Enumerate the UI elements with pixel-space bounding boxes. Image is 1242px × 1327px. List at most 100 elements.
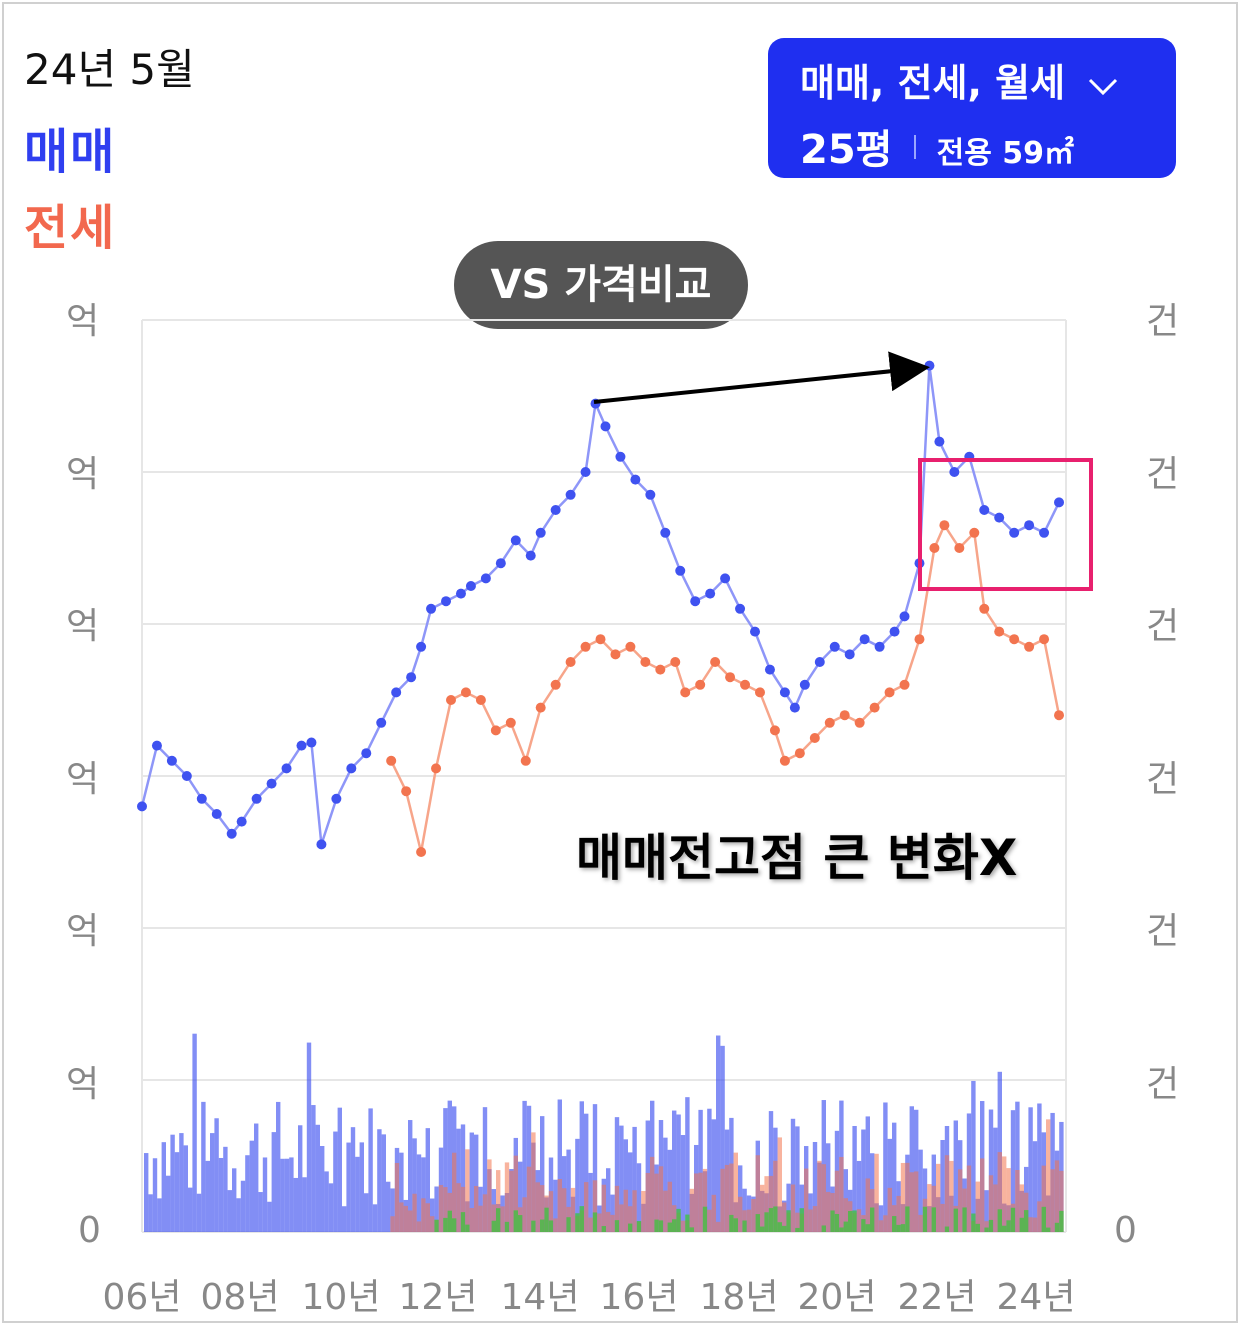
volume-bar-sale: [861, 1129, 866, 1232]
volume-bar-jeonse: [949, 1160, 954, 1232]
volume-bar-monthly: [434, 1219, 439, 1232]
volume-bar-sale: [210, 1133, 215, 1232]
volume-bar-jeonse: [672, 1205, 677, 1232]
price-point-jeonse: [725, 672, 736, 683]
price-point-sale: [316, 839, 327, 850]
price-point-sale: [814, 657, 825, 667]
price-point-sale: [889, 626, 900, 637]
volume-bar-jeonse: [773, 1160, 778, 1232]
volume-bar-sale: [557, 1099, 562, 1232]
volume-bar-jeonse: [966, 1165, 972, 1232]
peak-arrow: [593, 351, 930, 404]
volume-bar-jeonse: [553, 1218, 558, 1232]
volume-bar-monthly: [702, 1206, 708, 1232]
volume-bar-sale: [412, 1138, 417, 1232]
price-point-sale: [306, 737, 317, 748]
price-compare-button[interactable]: VS 가격비교: [454, 241, 748, 329]
volume-bar-jeonse: [720, 1168, 725, 1232]
deal-type-size-selector[interactable]: 매매, 전세, 월세 25평 전용 59㎡: [768, 38, 1176, 178]
volume-bar-jeonse: [1032, 1217, 1038, 1232]
volume-bar-jeonse: [632, 1190, 637, 1232]
volume-bar-sale: [421, 1157, 426, 1232]
volume-bar-jeonse: [887, 1187, 892, 1232]
price-point-jeonse: [839, 710, 850, 721]
price-point-sale: [660, 527, 671, 538]
volume-bar-jeonse: [689, 1188, 694, 1232]
volume-bar-monthly: [672, 1219, 677, 1232]
volume-bar-jeonse: [1028, 1217, 1033, 1232]
volume-bar-sale: [443, 1108, 448, 1232]
volume-bar-jeonse: [993, 1184, 998, 1232]
price-point-jeonse: [695, 679, 706, 690]
volume-bar-jeonse: [601, 1184, 606, 1232]
price-point-jeonse: [460, 687, 471, 698]
volume-bar-monthly: [575, 1213, 580, 1232]
price-point-sale: [465, 581, 476, 591]
size-row[interactable]: 25평 전용 59㎡: [800, 117, 1176, 175]
volume-bar-sale: [1028, 1107, 1033, 1232]
volume-bar-sale: [768, 1111, 774, 1232]
divider: [913, 135, 916, 159]
price-point-jeonse: [386, 755, 397, 766]
price-point-sale: [416, 641, 427, 652]
volume-bar-jeonse: [1046, 1119, 1051, 1232]
volume-bar-jeonse: [826, 1191, 831, 1232]
volume-bar-sale: [157, 1198, 162, 1232]
price-point-sale: [495, 558, 506, 569]
volume-bar-sale: [289, 1157, 294, 1232]
volume-bar-sale: [390, 1188, 395, 1232]
volume-bar-sale: [878, 1205, 884, 1232]
y-tick-left: 0: [78, 1210, 101, 1251]
price-point-sale: [226, 828, 237, 839]
legend-jeonse: 전세: [24, 200, 117, 256]
volume-bar-monthly: [760, 1226, 765, 1232]
volume-bar-monthly: [768, 1208, 774, 1232]
volume-bar-monthly: [579, 1206, 584, 1232]
volume-bar-jeonse: [729, 1163, 734, 1232]
volume-bar-jeonse: [1002, 1156, 1007, 1232]
price-point-sale: [236, 816, 247, 827]
volume-bar-sale: [1015, 1101, 1020, 1232]
volume-bar-jeonse: [403, 1205, 408, 1232]
deal-type-row[interactable]: 매매, 전세, 월세: [800, 52, 1176, 107]
volume-bar-monthly: [628, 1223, 633, 1232]
volume-bar-jeonse: [487, 1159, 492, 1232]
price-point-jeonse: [1039, 634, 1050, 645]
price-point-jeonse: [884, 687, 895, 698]
price-point-jeonse: [475, 695, 486, 705]
y-tick-right: 건: [1146, 911, 1180, 952]
volume-bar-monthly: [601, 1226, 606, 1232]
volume-bar-sale: [262, 1157, 268, 1232]
price-point-sale: [441, 596, 452, 607]
volume-bar-monthly: [667, 1222, 672, 1232]
deal-type-label: 매매, 전세, 월세: [800, 61, 1066, 105]
volume-bar-sale: [271, 1132, 276, 1232]
volume-bar-jeonse: [548, 1191, 554, 1232]
volume-bar-jeonse: [909, 1172, 914, 1232]
chevron-down-icon[interactable]: [1088, 65, 1118, 105]
volume-bar-monthly: [786, 1210, 791, 1232]
volume-bar-monthly: [843, 1221, 848, 1232]
price-point-sale: [994, 512, 1005, 523]
volume-bar-sale: [993, 1127, 998, 1232]
volume-bar-sale: [720, 1045, 725, 1232]
volume-bar-sale: [148, 1194, 153, 1232]
price-point-jeonse: [580, 641, 591, 652]
volume-bar-sale: [342, 1206, 347, 1232]
volume-bar-sale: [368, 1108, 373, 1232]
price-point-jeonse: [809, 733, 820, 743]
volume-bar-jeonse: [944, 1155, 950, 1232]
volume-bar-monthly: [1054, 1222, 1060, 1232]
x-tick: 06년: [102, 1277, 182, 1318]
volume-bar-jeonse: [592, 1180, 598, 1232]
volume-bar-jeonse: [452, 1152, 457, 1232]
y-tick-left: 억: [66, 759, 100, 800]
volume-bar-sale: [698, 1109, 703, 1232]
volume-bar-sale: [852, 1125, 857, 1232]
volume-bar-monthly: [447, 1210, 452, 1232]
volume-bar-monthly: [773, 1206, 778, 1232]
volume-bar-jeonse: [513, 1155, 518, 1232]
volume-bar-jeonse: [1059, 1170, 1064, 1232]
volume-bar-sale: [333, 1131, 338, 1232]
volume-bar-monthly: [1024, 1210, 1029, 1232]
